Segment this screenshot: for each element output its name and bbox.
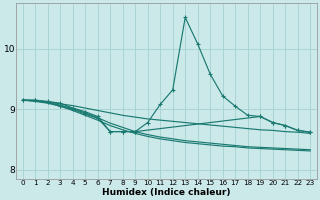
X-axis label: Humidex (Indice chaleur): Humidex (Indice chaleur) (102, 188, 231, 197)
